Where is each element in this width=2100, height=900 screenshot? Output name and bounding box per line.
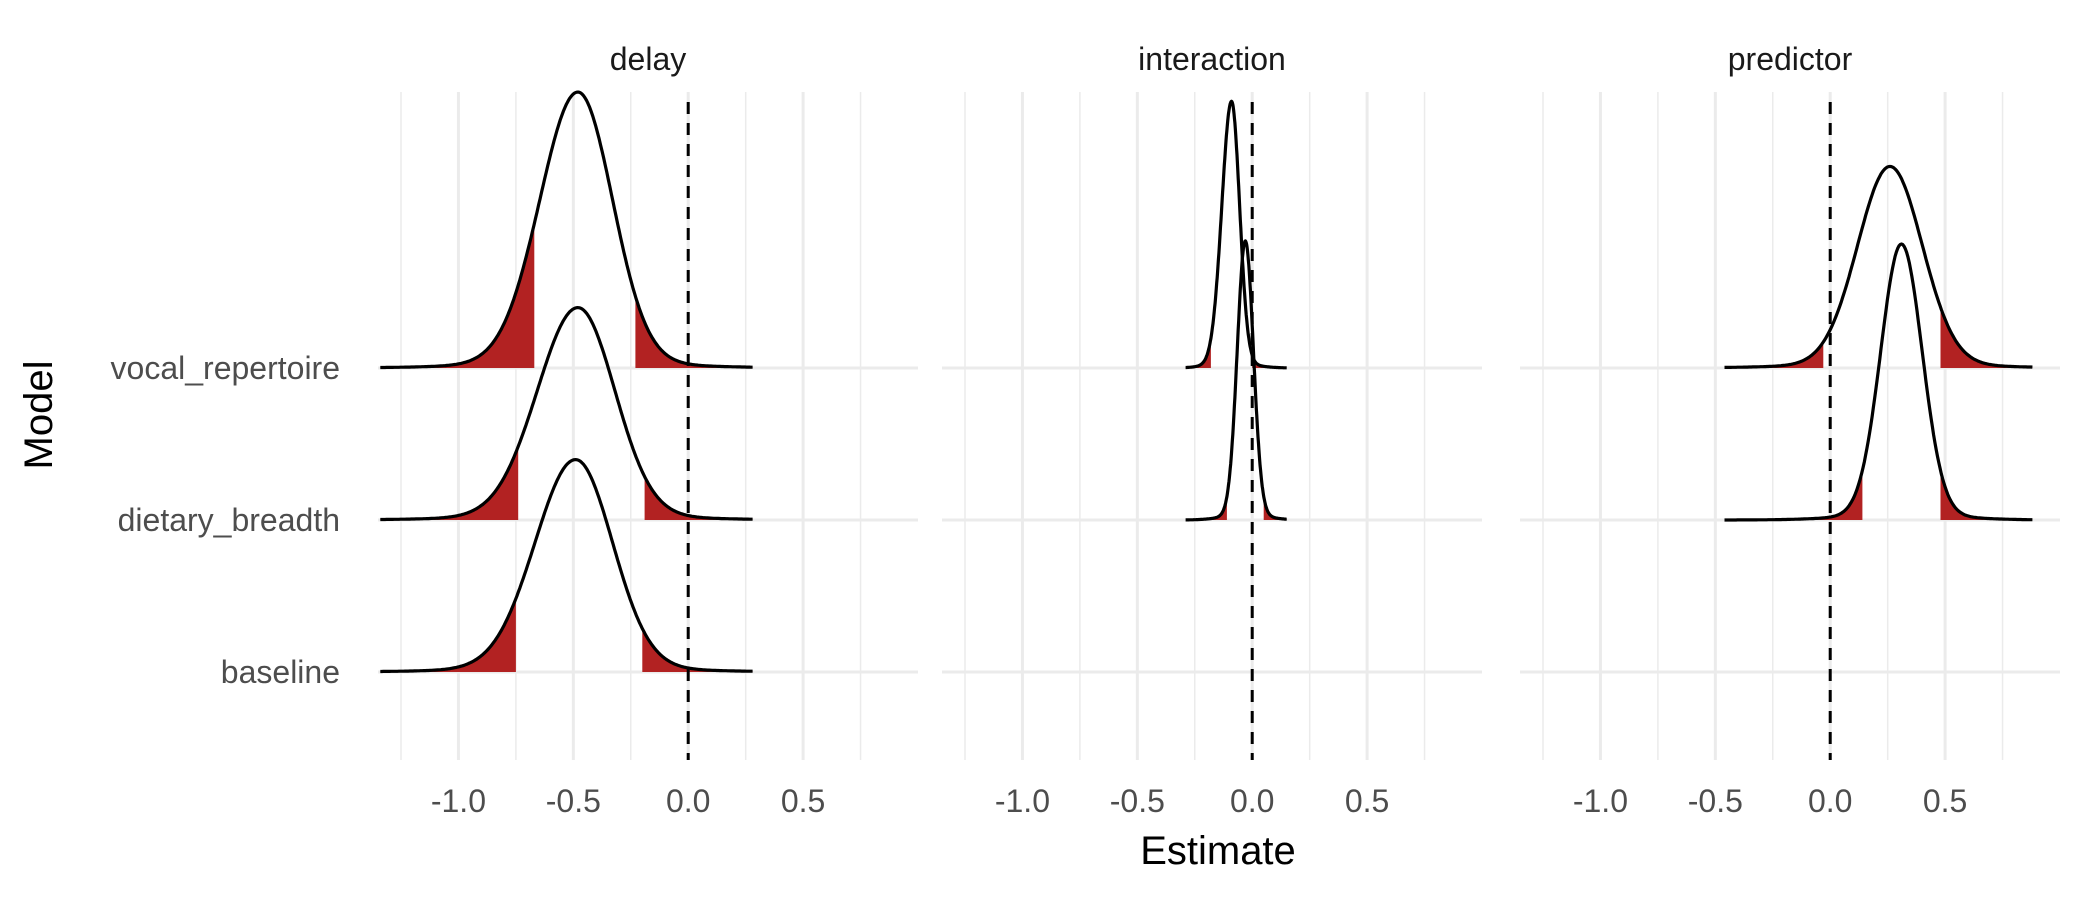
lower-tail-fill (380, 446, 519, 520)
x-tick-label: 0.0 (666, 783, 710, 819)
y-tick-label-vocal-repertoire: vocal_repertoire (111, 350, 340, 386)
density-curve (380, 458, 753, 674)
ridge-predictor-vocal-repertoire (1724, 164, 2033, 369)
panel-title-delay: delay (610, 41, 687, 77)
panel-title-interaction: interaction (1138, 41, 1286, 77)
ridge-interaction-vocal-repertoire (1184, 99, 1288, 370)
x-tick-label: 0.5 (781, 783, 825, 819)
density-curve (1724, 164, 2033, 369)
panel-predictor: predictor -1.0 -0.5 0.0 0.5 (1520, 41, 2060, 819)
upper-tail-fill (644, 476, 753, 520)
ridge-delay-baseline (380, 458, 753, 674)
y-axis-tick-labels: baseline dietary_breadth vocal_repertoire (111, 350, 340, 690)
panel-title-predictor: predictor (1728, 41, 1853, 77)
ridge-interaction-dietary-breadth (1184, 239, 1288, 522)
density-curve (1184, 99, 1288, 370)
x-tick-label: 0.5 (1345, 783, 1389, 819)
ridge-predictor-dietary-breadth (1724, 242, 2033, 522)
upper-tail-fill (635, 296, 753, 368)
x-tick-label: -1.0 (431, 783, 486, 819)
x-tick-label: -0.5 (1688, 783, 1743, 819)
y-tick-label-dietary-breadth: dietary_breadth (118, 502, 340, 538)
x-tick-label: 0.0 (1230, 783, 1274, 819)
density-curve (380, 306, 753, 522)
lower-tail-fill (1185, 496, 1227, 520)
x-tick-label: 0.5 (1923, 783, 1967, 819)
y-tick-label-baseline: baseline (221, 654, 340, 690)
x-tick-label: -1.0 (995, 783, 1050, 819)
ridge-delay-vocal-repertoire (380, 90, 753, 370)
x-tick-label: -1.0 (1573, 783, 1628, 819)
panels-group: delay -1.0 -0.5 0.0 0.5 interaction -1.0 -0.5 0.… (378, 41, 2060, 819)
lower-tail-fill (1724, 470, 1863, 520)
x-tick-label: 0.0 (1808, 783, 1852, 819)
lower-tail-fill (380, 598, 516, 672)
density-curve (1184, 239, 1288, 522)
lower-tail-fill (1724, 342, 1824, 368)
x-tick-label: -0.5 (1110, 783, 1165, 819)
upper-tail-fill (642, 628, 753, 672)
upper-tail-fill (1263, 496, 1287, 520)
density-curve (380, 90, 753, 370)
y-axis-title: Model (17, 361, 61, 470)
density-curve (1724, 242, 2033, 522)
panel-delay: delay -1.0 -0.5 0.0 0.5 (378, 41, 918, 819)
lower-tail-fill (380, 223, 535, 368)
ridge-delay-dietary-breadth (380, 306, 753, 522)
x-axis-title: Estimate (1140, 829, 1296, 873)
panel-interaction: interaction -1.0 -0.5 0.0 0.5 (942, 41, 1482, 819)
x-tick-label: -0.5 (546, 783, 601, 819)
upper-tail-fill (1940, 470, 2033, 520)
